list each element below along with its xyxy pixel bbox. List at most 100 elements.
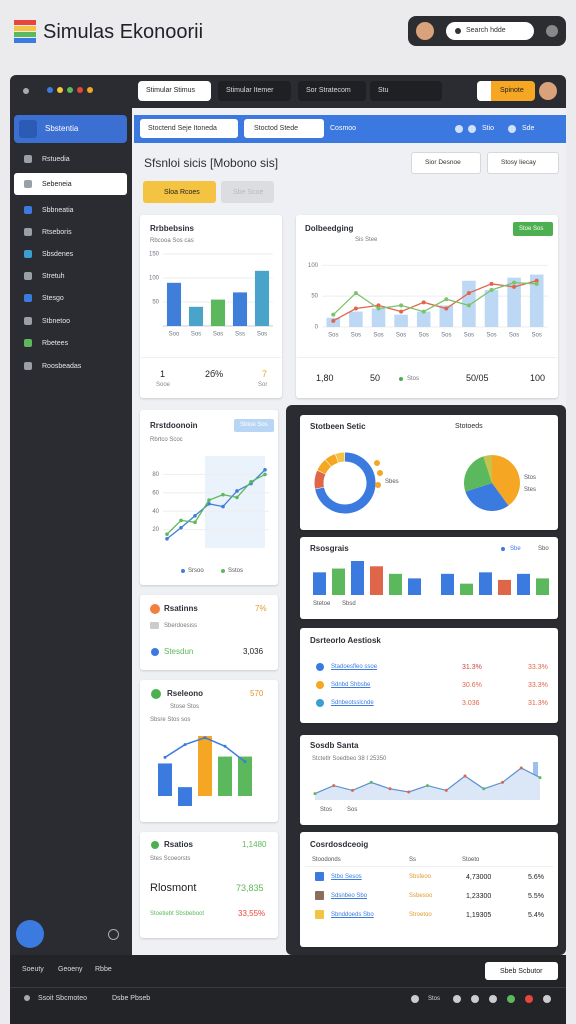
nav-item[interactable]: Stbnetoo — [42, 318, 71, 325]
row-name[interactable]: Sdnbeotsslcnde — [331, 700, 374, 706]
pie-slice — [464, 456, 492, 492]
nav-item[interactable]: Sebeneia — [42, 181, 72, 188]
primary-button[interactable] — [143, 181, 216, 203]
kpi-note: Stes Scoeorsts — [150, 856, 191, 862]
line-series — [332, 280, 537, 322]
stat-value: 50/05 — [466, 373, 489, 383]
line-point — [353, 306, 358, 311]
tab[interactable] — [298, 81, 366, 101]
divider — [10, 987, 566, 988]
area-fill — [315, 768, 540, 800]
chart — [158, 736, 252, 806]
footer — [10, 955, 566, 1024]
filter-label[interactable]: Sior Desnoe — [425, 159, 461, 166]
footer-link[interactable]: Rbbe — [95, 966, 112, 973]
tab-label[interactable]: Stu — [378, 87, 389, 94]
bar — [313, 572, 326, 595]
line-point — [489, 281, 494, 286]
row-name[interactable]: Sbnddoeds Sbo — [331, 912, 374, 918]
kpi-icon — [151, 841, 159, 849]
row-name[interactable]: Stbo Sesos — [331, 874, 362, 880]
nav-item[interactable]: Sbbneatia — [42, 207, 74, 214]
search-box[interactable] — [446, 22, 534, 40]
nav-item[interactable]: Roosbeadas — [42, 363, 82, 370]
row-icon — [315, 891, 324, 900]
line-point — [235, 495, 239, 500]
action-button[interactable] — [477, 81, 535, 101]
line-point — [512, 280, 517, 285]
bar — [232, 292, 248, 326]
top-action[interactable]: Stio — [482, 125, 495, 132]
line-point — [331, 318, 336, 323]
status-dot — [67, 87, 73, 93]
secondary-label[interactable]: Sbe Scoe — [233, 189, 264, 196]
tab[interactable] — [218, 81, 291, 101]
x-tick-label: Sss — [235, 332, 245, 338]
tab-label[interactable]: Stimular Stimus — [146, 87, 196, 94]
bar — [484, 290, 499, 327]
bar — [238, 756, 252, 796]
line-point — [538, 776, 542, 780]
search-placeholder[interactable]: Search hdde — [466, 27, 506, 34]
nav-item-selected[interactable] — [14, 173, 127, 195]
y-tick-label: 150 — [149, 252, 160, 258]
row-name[interactable]: Sdsnbeo Sbo — [331, 893, 368, 899]
row-name[interactable]: Sdnbd Shbsbe — [331, 682, 371, 688]
nav-icon — [24, 228, 32, 236]
stat-value: 1 — [160, 369, 166, 379]
primary-label[interactable]: Sloa Rcoes — [164, 189, 200, 196]
bar — [254, 270, 270, 326]
row-name[interactable]: Stadoesfleo ssoe — [331, 664, 378, 670]
bar — [188, 306, 204, 326]
kpi-note: Stose Stos — [170, 704, 200, 710]
status-dot — [57, 87, 63, 93]
avatar — [539, 82, 557, 100]
tab[interactable] — [370, 81, 442, 101]
badge — [234, 419, 274, 432]
bar — [178, 787, 192, 806]
nav-item[interactable]: Rstuedia — [42, 156, 70, 163]
top-action[interactable]: Sde — [522, 125, 535, 132]
footer-link[interactable]: Geoeny — [58, 966, 83, 973]
row-value: 31.3% — [528, 700, 548, 707]
action-label[interactable]: Spinote — [500, 87, 524, 94]
card-subtitle: Rbrtco Scoc — [150, 437, 183, 443]
card-title: Rsosgrais — [310, 544, 349, 553]
secondary-button[interactable] — [221, 181, 274, 203]
line-point — [223, 744, 227, 748]
filter-label[interactable]: Stosy Iiecay — [501, 159, 537, 166]
tab-label[interactable]: Sor Stratecom — [306, 87, 351, 94]
bar — [198, 736, 212, 796]
nav-item[interactable]: Rbetees — [42, 340, 69, 347]
top-link[interactable]: Cosmoo — [330, 125, 357, 132]
filter-dropdown[interactable] — [487, 152, 559, 174]
line-series — [166, 473, 266, 535]
badge — [513, 222, 553, 236]
tab[interactable] — [138, 81, 211, 101]
footer-button[interactable] — [485, 962, 558, 980]
nav-item[interactable]: Rtseboris — [42, 229, 72, 236]
filter-dropdown[interactable] — [411, 152, 481, 174]
nav-item[interactable]: Stretuh — [42, 273, 65, 280]
card-title: Stotoeds — [455, 423, 483, 430]
footer-link[interactable]: Soeuty — [22, 966, 44, 973]
nav-item[interactable]: Sbsdenes — [42, 251, 74, 258]
kpi-icon — [151, 689, 161, 699]
line-point — [534, 278, 539, 283]
card-title: Cosrdosdceoig — [310, 840, 369, 849]
footer-button-label[interactable]: Sbeb Scbutor — [500, 968, 543, 975]
line-point — [221, 492, 225, 497]
search-field[interactable] — [244, 119, 324, 138]
x-tick-label: Sos — [191, 332, 201, 338]
nav-icon — [24, 206, 32, 214]
settings-icon — [546, 25, 558, 37]
nav-item[interactable]: Stesgo — [42, 295, 64, 302]
tray-icon — [525, 995, 533, 1003]
search-field[interactable] — [140, 119, 238, 138]
x-tick-label: Sos — [532, 333, 542, 339]
kpi-metric-value: 73,835 — [236, 883, 264, 893]
line-point — [183, 743, 187, 747]
tab-label[interactable]: Stimular Itemer — [226, 87, 274, 94]
fab-button[interactable] — [16, 920, 44, 948]
row-value: 1,19305 — [466, 912, 492, 919]
